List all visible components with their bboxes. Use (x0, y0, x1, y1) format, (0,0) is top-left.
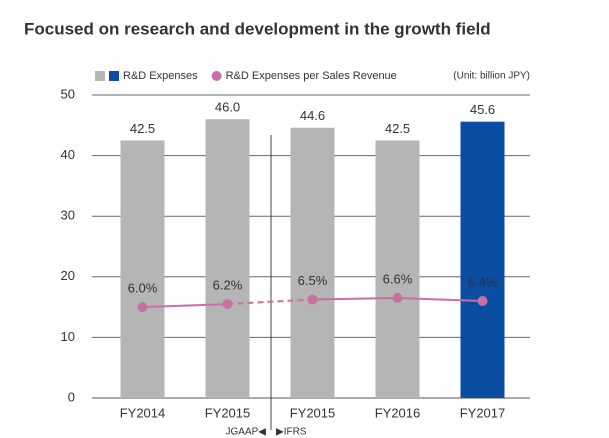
line-value-label: 6.2% (213, 278, 243, 293)
line-point (307, 294, 318, 305)
line-segment (142, 303, 228, 309)
y-tick-label: 30 (61, 208, 75, 223)
y-tick-label: 20 (61, 268, 75, 283)
y-tick-label: 40 (61, 147, 75, 162)
line-point (392, 293, 403, 304)
x-tick-label: FY2015 (290, 405, 336, 420)
bar (460, 121, 505, 398)
bar-value-label: 45.6 (470, 102, 495, 117)
line-segment (397, 297, 483, 303)
line-value-label: 6.0% (128, 281, 158, 296)
bar-value-label: 42.5 (385, 121, 410, 136)
unit-note: (Unit: billion JPY) (453, 71, 530, 82)
line-point (222, 299, 233, 310)
line-value-label: 6.6% (383, 271, 413, 286)
y-tick-label: 10 (61, 329, 75, 344)
x-tick-label: FY2015 (205, 405, 251, 420)
x-tick-label: FY2017 (460, 405, 506, 420)
bar-value-label: 44.6 (300, 108, 325, 123)
line-point (137, 302, 148, 313)
y-tick-label: 50 (61, 86, 75, 101)
line-segment (312, 297, 398, 301)
x-tick-label: FY2016 (375, 405, 421, 420)
legend-label: R&D Expenses per Sales Revenue (226, 70, 397, 82)
legend-swatch (95, 71, 105, 81)
line-segment (227, 298, 313, 306)
legend-swatch (109, 71, 119, 81)
bar (205, 119, 250, 399)
chart-title: Focused on research and development in t… (24, 19, 491, 38)
bar-value-label: 46.0 (215, 100, 240, 115)
y-tick-label: 0 (68, 389, 75, 404)
x-tick-label: FY2014 (120, 405, 166, 420)
line-point (477, 296, 488, 307)
bar (375, 140, 420, 398)
annotation: JGAAP◀ (226, 427, 267, 438)
line-value-label: 6.5% (298, 273, 328, 288)
bar-value-label: 42.5 (130, 121, 155, 136)
bar (290, 127, 335, 398)
legend-swatch (211, 71, 222, 81)
annotation: ▶IFRS (276, 427, 307, 438)
bar (120, 140, 165, 398)
legend-label: R&D Expenses (123, 70, 198, 82)
line-value-label: 6.4% (468, 274, 498, 289)
